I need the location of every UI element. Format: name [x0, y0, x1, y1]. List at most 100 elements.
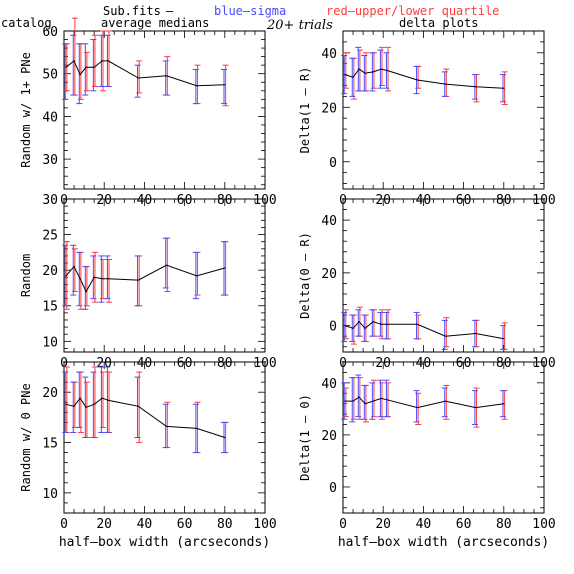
data-point	[101, 278, 103, 280]
data-point	[137, 279, 139, 281]
data-point	[475, 86, 477, 88]
median-line	[345, 396, 504, 409]
y-tick-label: 40	[321, 47, 337, 62]
plot-frame	[342, 361, 545, 514]
x-tick-label: 100	[532, 517, 555, 532]
data-point	[196, 275, 198, 277]
y-tick-label: 20	[321, 101, 337, 116]
data-point	[344, 400, 346, 402]
y-tick-label: 50	[42, 68, 58, 83]
y-tick-label: 20	[321, 429, 337, 444]
y-tick-label: 10	[42, 335, 58, 350]
plot-frame	[342, 30, 545, 190]
y-tick-label: 30	[42, 153, 58, 168]
data-point	[352, 76, 354, 78]
y-tick-label: 25	[42, 229, 58, 244]
y-tick-label: 60	[42, 25, 58, 40]
data-point	[196, 85, 198, 87]
x-tick-label: 60	[456, 517, 472, 532]
y-tick-label: 10	[42, 487, 58, 502]
data-point	[364, 403, 366, 405]
data-point	[358, 321, 360, 323]
y-tick-label: 15	[42, 300, 58, 315]
data-point	[364, 72, 366, 74]
x-tick-label: 20	[96, 517, 112, 532]
data-point	[372, 321, 374, 323]
data-point	[196, 427, 198, 430]
y-axis-label: Random w/ 1+ PNe	[19, 52, 33, 168]
data-point	[79, 278, 81, 280]
median-line	[65, 264, 225, 293]
header-delta-plots: delta plots	[399, 16, 478, 30]
y-tick-label: 20	[42, 386, 58, 401]
data-point	[416, 323, 418, 325]
data-point	[224, 436, 226, 439]
data-point	[107, 399, 109, 401]
header-catalog: catalog	[1, 16, 52, 30]
header-trials: 20+ trials	[266, 18, 333, 33]
header-blue-sigma: blue—sigma	[214, 4, 286, 18]
data-point	[93, 403, 95, 405]
data-point	[65, 275, 67, 277]
y-tick-label: 40	[321, 377, 337, 392]
y-axis-label: Random w/ 0 PNe	[19, 383, 33, 491]
data-point	[352, 400, 354, 402]
data-point	[444, 335, 447, 337]
header-red-quartile: red—upper/lower quartile	[326, 4, 499, 18]
x-tick-label: 80	[496, 517, 512, 532]
x-tick-label: 0	[339, 517, 347, 532]
data-point	[416, 406, 418, 409]
x-axis-label: half—box width (arcseconds)	[59, 535, 270, 550]
data-point	[137, 405, 139, 407]
y-axis-label: Random	[19, 254, 33, 297]
data-point	[372, 400, 374, 402]
data-point	[137, 77, 139, 79]
x-tick-label: 20	[375, 517, 391, 532]
data-point	[503, 403, 505, 405]
data-point	[107, 60, 109, 62]
y-tick-label: 40	[42, 110, 58, 125]
data-point	[165, 75, 168, 77]
x-tick-label: 80	[217, 517, 233, 532]
y-tick-label: 40	[321, 214, 337, 229]
plot-frame	[63, 198, 266, 353]
y-tick-label: 0	[329, 481, 337, 496]
data-point	[444, 400, 447, 402]
data-point	[364, 327, 366, 329]
header-subfits: Sub.fits	[103, 4, 161, 18]
data-point	[344, 325, 346, 327]
panel-5: 0 20 40 60 80 100 10 15 20 Random w/ 0 PNe half—bo…	[19, 361, 277, 550]
plot-frame	[63, 30, 266, 190]
y-axis-label: Delta(0 — R)	[298, 232, 312, 319]
data-point	[352, 327, 354, 329]
header-average-medians: average medians	[101, 16, 209, 30]
data-point	[85, 406, 87, 408]
x-tick-label: 40	[137, 517, 153, 532]
data-point	[107, 278, 109, 280]
data-point	[503, 87, 505, 89]
y-tick-label: 0	[329, 156, 337, 171]
data-point	[85, 66, 87, 68]
data-point	[475, 332, 477, 335]
median-line	[65, 60, 225, 87]
data-point	[358, 68, 360, 70]
y-tick-label: 15	[42, 437, 58, 452]
data-point	[73, 60, 75, 62]
median-line	[65, 397, 225, 438]
data-point	[380, 397, 382, 400]
y-tick-label: 20	[42, 264, 58, 279]
x-tick-label: 60	[177, 517, 193, 532]
y-axis-label: Delta(1 — 0)	[298, 394, 312, 481]
data-point	[386, 399, 388, 401]
median-line	[344, 320, 504, 340]
data-point	[101, 60, 103, 62]
data-point	[224, 84, 226, 86]
data-point	[386, 69, 388, 72]
data-point	[93, 66, 95, 68]
data-point	[73, 405, 75, 407]
data-point	[344, 73, 346, 76]
